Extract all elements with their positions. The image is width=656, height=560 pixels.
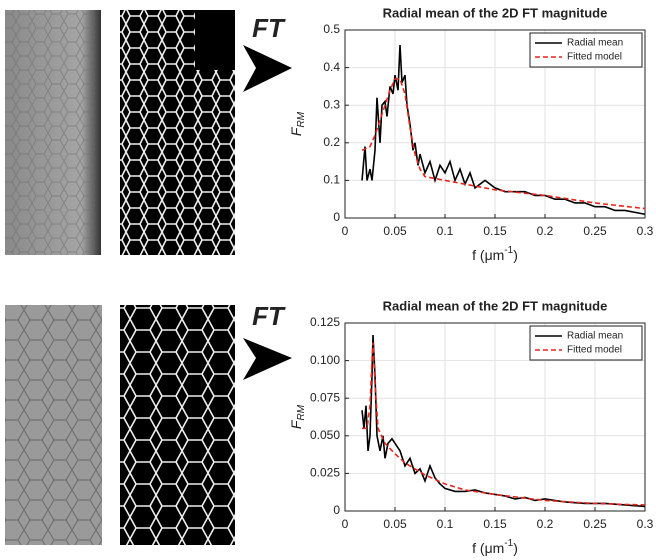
y-axis-label-main: F (288, 419, 304, 429)
y-tick-label: 0.3 (323, 97, 340, 111)
series-line (362, 342, 646, 506)
y-axis-label-main: F (288, 126, 304, 136)
y-tick-label: 0.4 (323, 60, 340, 74)
x-tick-label: 0.05 (383, 224, 407, 238)
x-tick-label: 0.3 (637, 517, 654, 531)
x-tick-label: 0.1 (437, 224, 454, 238)
axes-box (344, 322, 646, 512)
chart-title: Radial mean of the 2D FT magnitude (383, 5, 608, 20)
x-tick-label: 0.2 (537, 224, 554, 238)
x-tick-label: 0.3 (637, 224, 654, 238)
legend-label: Radial mean (567, 331, 623, 342)
x-axis-label: f (μm-1) (472, 245, 518, 263)
x-tick-label: 0.1 (437, 517, 454, 531)
x-tick-label: 0.2 (537, 517, 554, 531)
y-tick-label: 0.125 (310, 315, 340, 329)
x-axis-label-main: f (μm (472, 247, 504, 263)
segmented-image-mask (195, 10, 235, 70)
legend-label: Fitted model (567, 345, 622, 356)
y-tick-label: 0.1 (323, 173, 340, 187)
y-axis-label: FRM (288, 404, 307, 429)
y-tick-label: 0.2 (323, 135, 340, 149)
y-tick-label: 0.075 (310, 390, 340, 404)
series-line (361, 44, 646, 216)
x-tick-label: 0.25 (583, 517, 607, 531)
x-tick-label: 0.05 (383, 517, 407, 531)
axes-box (344, 29, 646, 219)
raw-image (5, 305, 102, 545)
raw-image-texture (5, 10, 95, 255)
chart-title: Radial mean of the 2D FT magnitude (383, 298, 608, 313)
x-axis-label-end: ) (513, 247, 518, 263)
x-tick-label: 0.15 (483, 517, 507, 531)
y-tick-label: 0.5 (323, 22, 340, 36)
image-panels (5, 10, 235, 545)
x-axis-label: f (μm-1) (472, 538, 518, 556)
x-axis-label-main: f (μm (472, 540, 504, 556)
x-axis-label-sup: -1 (504, 245, 513, 256)
y-tick-label: 0.025 (310, 466, 340, 480)
x-axis-label-sup: -1 (504, 538, 513, 549)
y-tick-label: 0 (333, 210, 340, 224)
y-tick-label: 0.050 (310, 428, 340, 442)
x-tick-label: 0.15 (483, 224, 507, 238)
y-axis-label-sub: RM (296, 111, 307, 127)
x-tick-label: 0 (342, 517, 349, 531)
segmented-image (120, 305, 235, 545)
x-tick-label: 0.25 (583, 224, 607, 238)
y-axis-label-sub: RM (296, 404, 307, 420)
y-tick-label: 0 (333, 503, 340, 517)
arrow (243, 338, 292, 380)
x-axis-label-end: ) (513, 540, 518, 556)
legend-box (529, 325, 643, 361)
annotation: FT (252, 301, 286, 331)
legend-box (529, 32, 643, 68)
y-tick-label: 0.100 (310, 353, 340, 367)
annotation: FT (252, 13, 286, 43)
legend-label: Radial mean (567, 38, 623, 49)
y-axis-label: FRM (288, 111, 307, 136)
legend-label: Fitted model (567, 52, 622, 63)
x-tick-label: 0 (342, 224, 349, 238)
arrow (243, 45, 292, 92)
